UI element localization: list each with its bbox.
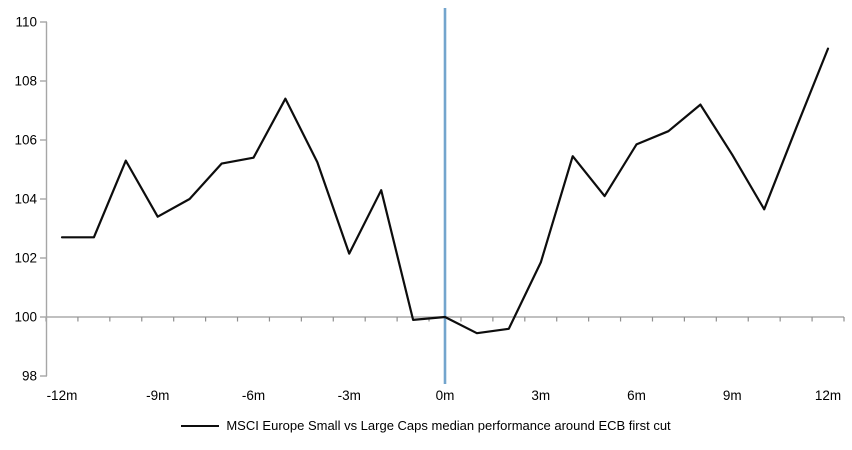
y-axis-tick-label: 106 — [14, 133, 37, 148]
x-axis-tick-label: 0m — [436, 388, 455, 403]
x-axis-tick-label: 6m — [627, 388, 646, 403]
series-line — [60, 47, 830, 335]
x-axis-tick-label: 9m — [723, 388, 742, 403]
y-axis-tick-label: 104 — [14, 192, 37, 207]
legend: MSCI Europe Small vs Large Caps median p… — [0, 418, 852, 433]
y-axis-tick-label: 100 — [14, 310, 37, 325]
y-axis-tick-label: 102 — [14, 251, 37, 266]
x-axis-tick-label: -9m — [146, 388, 169, 403]
x-axis-tick-label: -12m — [47, 388, 78, 403]
y-axis-tick-label: 110 — [15, 15, 37, 30]
y-axis-tick-label: 98 — [22, 369, 37, 384]
legend-label: MSCI Europe Small vs Large Caps median p… — [226, 418, 671, 433]
legend-line-sample — [181, 424, 220, 427]
x-axis-tick-label: -6m — [242, 388, 265, 403]
y-axis-tick-label: 108 — [14, 74, 37, 89]
x-axis-tick-label: 3m — [531, 388, 550, 403]
x-axis-tick-label: -3m — [338, 388, 361, 403]
x-axis-tick-label: 12m — [815, 388, 841, 403]
